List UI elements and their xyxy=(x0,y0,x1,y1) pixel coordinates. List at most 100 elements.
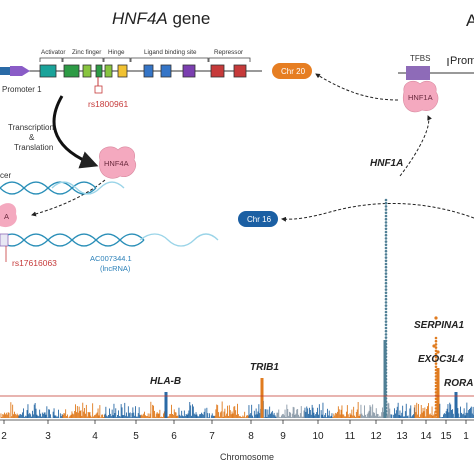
domain-label-ligand: Ligand binding site xyxy=(144,49,197,56)
lncrna-label-id: AC007344.1 xyxy=(90,254,132,263)
manhattan-point xyxy=(273,412,275,418)
manhattan-point xyxy=(371,415,373,418)
peak-label-trib1: TRIB1 xyxy=(250,362,279,373)
manhattan-point xyxy=(255,408,257,418)
chr20-pill xyxy=(272,63,312,79)
manhattan-point xyxy=(136,416,138,418)
hnf1a-to-chr20-arrow xyxy=(315,73,399,101)
manhattan-point xyxy=(213,416,215,418)
manhattan-point xyxy=(73,414,75,418)
chromosome-points-2 xyxy=(18,403,63,418)
manhattan-point xyxy=(389,408,391,418)
manhattan-point xyxy=(170,413,172,418)
manhattan-point xyxy=(217,405,219,418)
manhattan-point xyxy=(458,413,460,418)
manhattan-point xyxy=(208,417,210,418)
manhattan-point xyxy=(66,416,67,418)
manhattan-point xyxy=(139,414,141,418)
manhattan-point xyxy=(384,214,388,218)
manhattan-point xyxy=(407,415,409,418)
manhattan-point xyxy=(142,415,144,418)
manhattan-point xyxy=(144,411,145,418)
manhattan-point xyxy=(54,415,56,418)
manhattan-point xyxy=(74,411,76,418)
x-tick-label: 9 xyxy=(280,431,286,442)
manhattan-point xyxy=(20,414,22,418)
manhattan-point xyxy=(401,412,403,418)
manhattan-point xyxy=(130,417,132,418)
manhattan-point xyxy=(402,405,404,418)
manhattan-point xyxy=(231,411,233,418)
manhattan-point xyxy=(189,402,191,418)
bracket-zinc-finger xyxy=(62,57,104,62)
manhattan-point xyxy=(11,416,13,418)
manhattan-point xyxy=(471,413,473,418)
manhattan-point xyxy=(436,368,440,418)
manhattan-point xyxy=(41,416,42,418)
manhattan-point xyxy=(465,412,467,418)
manhattan-point xyxy=(314,415,316,418)
manhattan-point xyxy=(436,350,440,354)
manhattan-point xyxy=(16,413,18,418)
manhattan-point xyxy=(19,414,21,418)
manhattan-point xyxy=(332,417,334,418)
bracket-ligand xyxy=(130,57,209,62)
manhattan-point xyxy=(194,414,196,418)
manhattan-point xyxy=(118,416,120,418)
manhattan-point xyxy=(341,405,343,418)
manhattan-point xyxy=(143,413,145,418)
manhattan-point xyxy=(161,416,163,418)
manhattan-point xyxy=(404,411,406,418)
dna-helix-upper xyxy=(0,181,125,195)
manhattan-point xyxy=(257,411,259,418)
manhattan-point xyxy=(162,417,163,418)
x-axis-ticks: 2 3 4 5 6 7 8 9 10 11 12 13 14 15 1 xyxy=(1,420,469,442)
manhattan-point xyxy=(97,408,99,418)
manhattan-point xyxy=(25,416,27,418)
manhattan-point xyxy=(207,413,209,418)
manhattan-point xyxy=(400,415,402,418)
manhattan-point xyxy=(157,413,159,418)
manhattan-point xyxy=(329,416,331,418)
x-tick-label: 11 xyxy=(345,431,356,442)
manhattan-point xyxy=(100,417,102,418)
manhattan-point xyxy=(195,412,197,418)
hnf4a-protein-label: HNF4A xyxy=(104,159,129,168)
manhattan-point xyxy=(137,413,139,418)
manhattan-point xyxy=(384,269,388,272)
manhattan-point xyxy=(87,412,89,418)
manhattan-point xyxy=(467,412,469,418)
x-tick-label: 3 xyxy=(45,431,51,442)
manhattan-point xyxy=(228,405,230,418)
manhattan-point xyxy=(429,413,431,418)
manhattan-point xyxy=(386,415,388,418)
manhattan-point xyxy=(180,416,182,418)
manhattan-point xyxy=(164,392,168,418)
manhattan-point xyxy=(384,333,388,336)
manhattan-point xyxy=(439,403,441,418)
manhattan-point xyxy=(68,416,70,418)
manhattan-point xyxy=(434,365,438,369)
manhattan-point xyxy=(362,415,364,418)
manhattan-point xyxy=(384,243,388,247)
manhattan-point xyxy=(127,416,128,418)
tfbs-label: TFBS xyxy=(410,54,430,63)
manhattan-point xyxy=(147,413,149,418)
x-tick-label: 7 xyxy=(209,431,215,442)
manhattan-point xyxy=(461,412,462,418)
manhattan-point xyxy=(384,237,388,240)
manhattan-point xyxy=(282,413,284,418)
manhattan-point xyxy=(384,259,388,263)
manhattan-point xyxy=(417,414,419,418)
manhattan-point xyxy=(384,246,388,250)
manhattan-point xyxy=(167,416,169,418)
x-tick-label: 10 xyxy=(312,431,324,442)
manhattan-point xyxy=(466,402,468,418)
manhattan-point xyxy=(434,359,438,362)
tf-panel: A Chr 20 TFBS Prom HNF1A Chr 16 xyxy=(238,11,474,227)
manhattan-point xyxy=(172,414,173,418)
manhattan-point xyxy=(340,409,342,418)
manhattan-point xyxy=(413,414,414,418)
manhattan-point xyxy=(55,415,57,418)
manhattan-point xyxy=(95,413,97,418)
